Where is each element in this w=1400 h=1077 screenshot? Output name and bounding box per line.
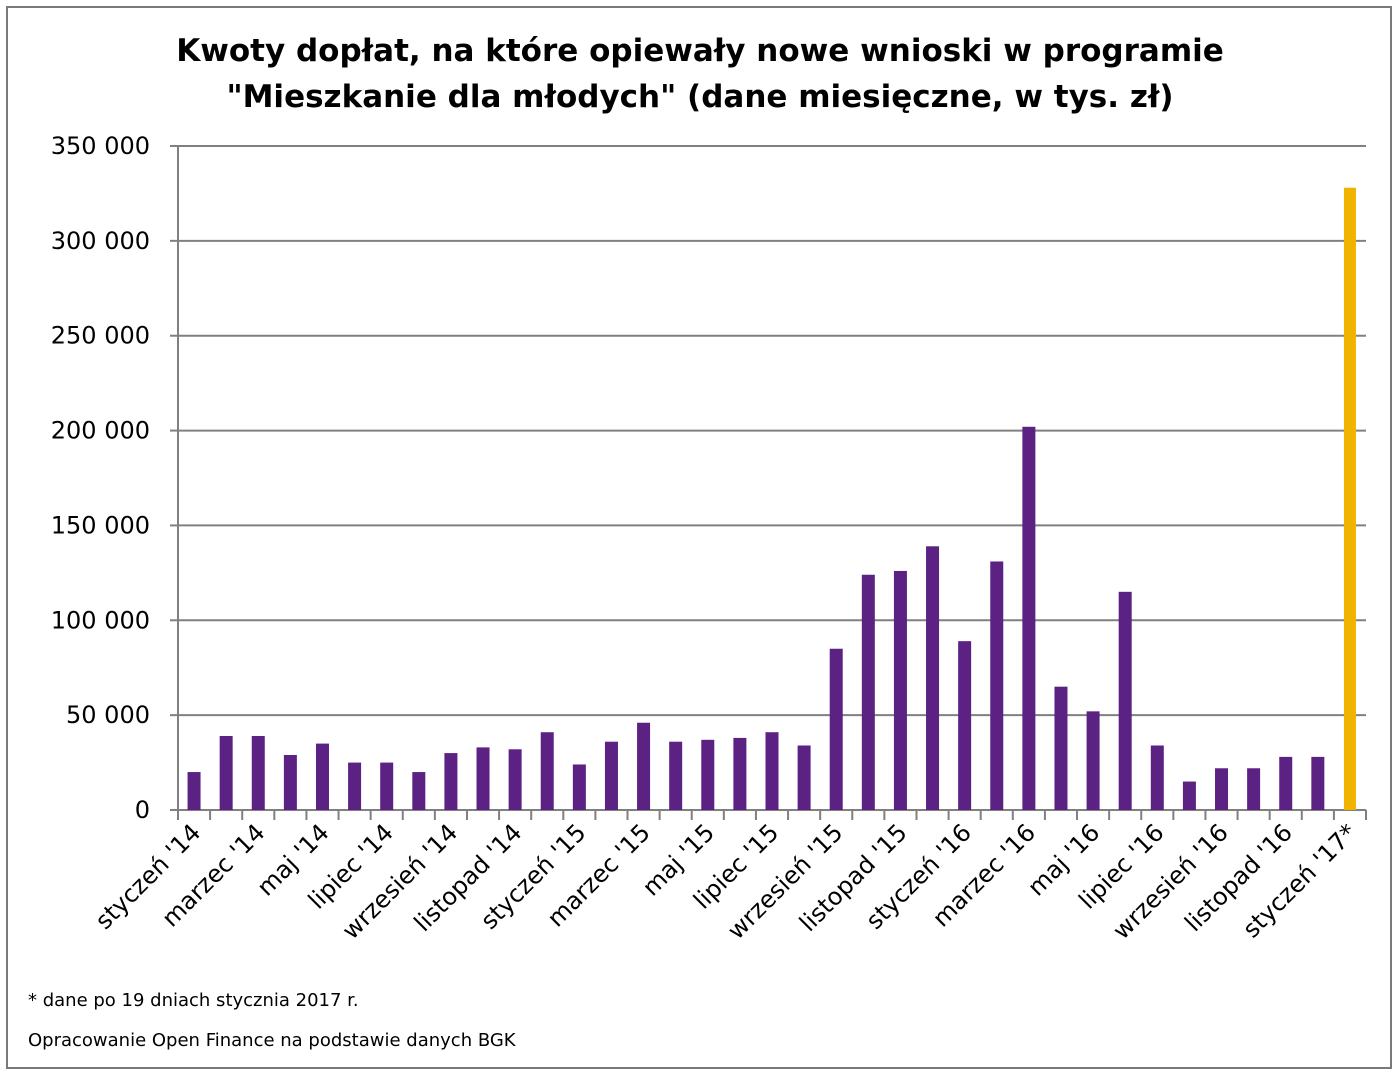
bar: [958, 641, 972, 810]
y-tick-label: 0: [135, 796, 150, 824]
y-tick-label: 250 000: [51, 322, 150, 350]
bar: [1247, 768, 1261, 810]
bar: [572, 764, 586, 810]
bar: [733, 737, 747, 810]
bar: [508, 749, 522, 810]
bar: [1150, 745, 1164, 810]
bar: [1311, 756, 1325, 810]
title-line-1: Kwoty dopłat, na które opiewały nowe wni…: [176, 33, 1224, 69]
bar: [797, 745, 811, 810]
bar: [1118, 591, 1132, 810]
y-tick-label: 200 000: [51, 417, 150, 445]
bar: [1279, 756, 1293, 810]
bar: [669, 741, 683, 810]
bar: [315, 743, 329, 810]
bar: [412, 772, 426, 810]
bar: [476, 747, 490, 810]
bar: [380, 762, 394, 810]
bar: [604, 741, 618, 810]
bar: [1054, 686, 1068, 810]
bar: [701, 739, 715, 810]
bar: [283, 754, 297, 810]
source-note: Opracowanie Open Finance na podstawie da…: [28, 1030, 516, 1051]
bar: [926, 546, 940, 810]
bar: [861, 574, 875, 810]
bar: [829, 648, 843, 810]
bar: [219, 736, 233, 810]
bar: [540, 732, 554, 810]
bar: [1182, 781, 1196, 810]
y-tick-label: 150 000: [51, 511, 150, 539]
bar: [251, 736, 265, 810]
chart-title: Kwoty dopłat, na które opiewały nowe wni…: [0, 28, 1400, 120]
footnote: * dane po 19 dniach stycznia 2017 r.: [28, 990, 359, 1011]
title-line-2: "Mieszkanie dla młodych" (dane miesięczn…: [226, 79, 1174, 115]
bar: [990, 561, 1004, 810]
y-tick-label: 350 000: [51, 132, 150, 160]
bar: [1343, 187, 1356, 811]
y-tick-label: 50 000: [66, 701, 150, 729]
y-tick-label: 300 000: [51, 227, 150, 255]
bar: [187, 772, 201, 810]
bar: [444, 753, 458, 810]
bar: [893, 570, 907, 810]
y-tick-label: 100 000: [51, 606, 150, 634]
bar: [637, 722, 651, 810]
bar: [348, 762, 362, 810]
x-tick-label: styczeń '17*: [1237, 818, 1362, 943]
bar: [1086, 711, 1100, 810]
bar: [1215, 768, 1229, 810]
bar: [1022, 426, 1036, 810]
chart-border: [6, 6, 1392, 1069]
bar: [765, 732, 779, 810]
